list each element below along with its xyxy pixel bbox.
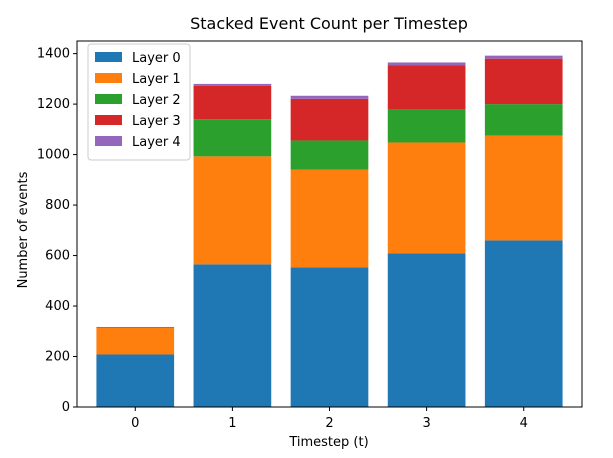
bar-t4-layer3 xyxy=(485,59,563,104)
x-axis-label: Timestep (t) xyxy=(288,435,368,450)
x-tick-label: 4 xyxy=(520,416,528,431)
y-tick-label: 200 xyxy=(45,350,70,365)
bar-t1-layer1 xyxy=(194,156,272,264)
x-tick-label: 3 xyxy=(422,416,430,431)
bar-t3-layer3 xyxy=(388,65,466,109)
legend: Layer 0 Layer 1 Layer 2 Layer 3 Layer 4 xyxy=(88,44,190,160)
bar-t2-layer2 xyxy=(291,140,369,169)
bar-t3-layer0 xyxy=(388,254,466,407)
bar-t1-layer0 xyxy=(194,264,272,407)
bar-t0-layer1 xyxy=(96,328,174,355)
x-tick-label: 2 xyxy=(325,416,333,431)
bar-t4-layer1 xyxy=(485,136,563,241)
legend-swatch-layer4 xyxy=(95,136,122,146)
bar-t2-layer1 xyxy=(291,169,369,267)
x-tick-label: 0 xyxy=(131,416,139,431)
bar-t0-layer0 xyxy=(96,355,174,408)
bar-t4-layer4 xyxy=(485,56,563,59)
bar-t3-layer2 xyxy=(388,110,466,143)
bar-t1-layer2 xyxy=(194,119,272,156)
y-tick-label: 600 xyxy=(45,249,70,264)
legend-swatch-layer2 xyxy=(95,94,122,104)
legend-label-layer2: Layer 2 xyxy=(132,93,181,108)
bar-t1-layer3 xyxy=(194,86,272,119)
y-tick-label: 1400 xyxy=(37,47,70,62)
y-tick-label: 1000 xyxy=(37,148,70,163)
bar-t3-layer4 xyxy=(388,62,466,65)
legend-label-layer0: Layer 0 xyxy=(132,51,181,66)
legend-swatch-layer0 xyxy=(95,52,122,62)
bar-t0-layer2 xyxy=(96,327,174,328)
legend-label-layer4: Layer 4 xyxy=(132,135,181,150)
x-tick-label: 1 xyxy=(228,416,236,431)
bar-t1-layer4 xyxy=(194,84,272,86)
legend-label-layer3: Layer 3 xyxy=(132,114,181,129)
y-tick-label: 400 xyxy=(45,299,70,314)
bar-t2-layer4 xyxy=(291,96,369,99)
bar-t4-layer0 xyxy=(485,240,563,407)
bar-t2-layer3 xyxy=(291,99,369,141)
legend-swatch-layer1 xyxy=(95,73,122,83)
y-tick-label: 800 xyxy=(45,198,70,213)
legend-swatch-layer3 xyxy=(95,115,122,125)
bar-t2-layer0 xyxy=(291,267,369,407)
y-tick-label: 1200 xyxy=(37,97,70,112)
y-tick-label: 0 xyxy=(62,400,70,415)
y-axis-label: Number of events xyxy=(16,171,31,288)
chart-title: Stacked Event Count per Timestep xyxy=(190,14,468,33)
bar-t4-layer2 xyxy=(485,104,563,136)
legend-label-layer1: Layer 1 xyxy=(132,72,181,87)
bar-t3-layer1 xyxy=(388,142,466,253)
